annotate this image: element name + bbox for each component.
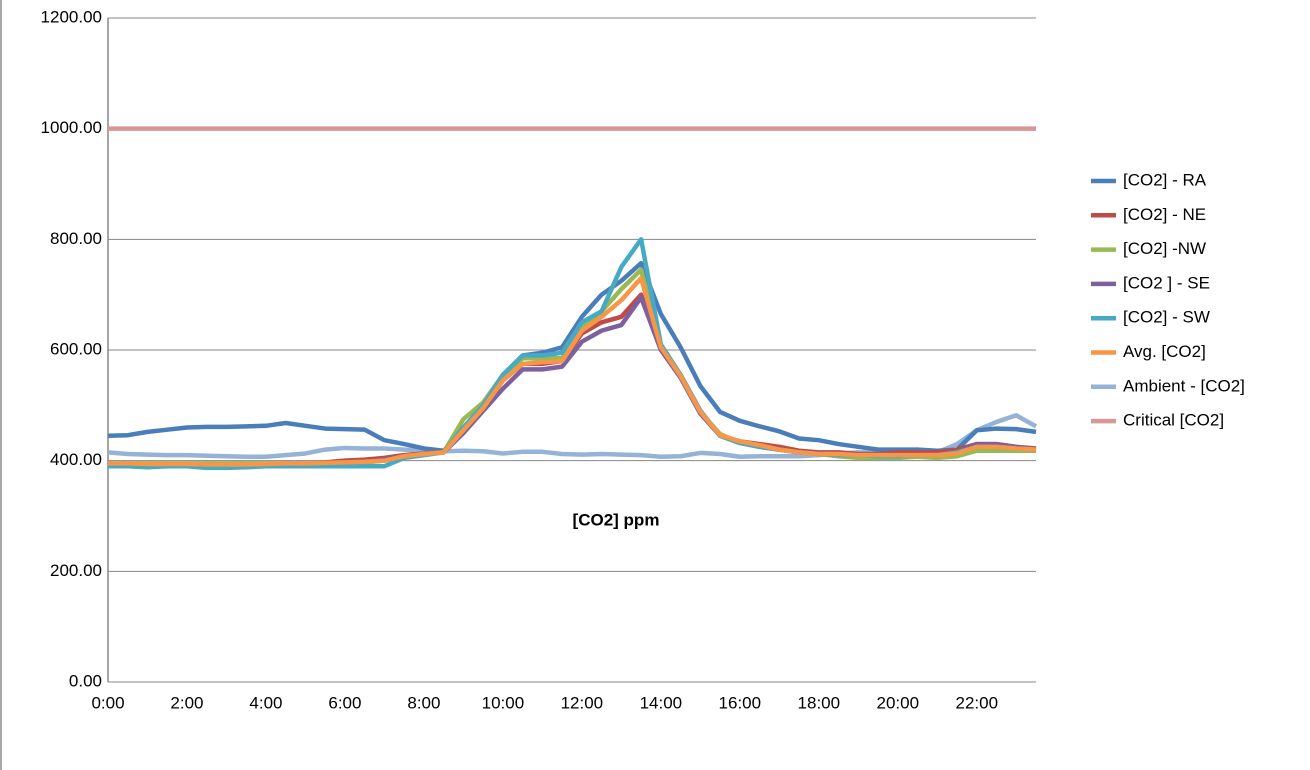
x-tick-label: 20:00: [877, 693, 920, 712]
x-tick-label: 8:00: [407, 693, 440, 712]
y-tick-label: 0.00: [69, 671, 102, 690]
x-tick-label: 6:00: [328, 693, 361, 712]
legend-label: Ambient - [CO2]: [1123, 376, 1245, 395]
data-line: [108, 275, 1037, 467]
data-line: [107, 260, 1037, 453]
x-tick-label: 14:00: [640, 693, 683, 712]
annotation: [CO2] ppm: [573, 510, 660, 529]
y-tick-label: 1200.00: [41, 7, 102, 26]
legend-label: [CO2] - NE: [1123, 205, 1206, 224]
x-tick-label: 12:00: [561, 693, 604, 712]
y-tick-label: 600.00: [50, 339, 102, 358]
legend-label: Critical [CO2]: [1123, 411, 1224, 430]
legend-label: [CO2] - RA: [1123, 170, 1207, 189]
x-tick-label: 10:00: [482, 693, 525, 712]
x-tick-label: 18:00: [798, 693, 841, 712]
x-tick-label: 4:00: [249, 693, 282, 712]
legend-label: [CO2] -NW: [1123, 239, 1206, 258]
x-tick-label: 2:00: [170, 693, 203, 712]
legend-label: [CO2] - SW: [1123, 308, 1210, 327]
legend-label: [CO2 ] - SE: [1123, 273, 1210, 292]
y-tick-label: 200.00: [50, 561, 102, 580]
y-tick-label: 1000.00: [41, 118, 102, 137]
x-tick-label: 16:00: [719, 693, 762, 712]
y-tick-label: 800.00: [50, 229, 102, 248]
x-tick-label: 22:00: [955, 693, 998, 712]
y-tick-label: 400.00: [50, 450, 102, 469]
x-tick-label: 0:00: [91, 693, 124, 712]
legend-label: Avg. [CO2]: [1123, 342, 1206, 361]
